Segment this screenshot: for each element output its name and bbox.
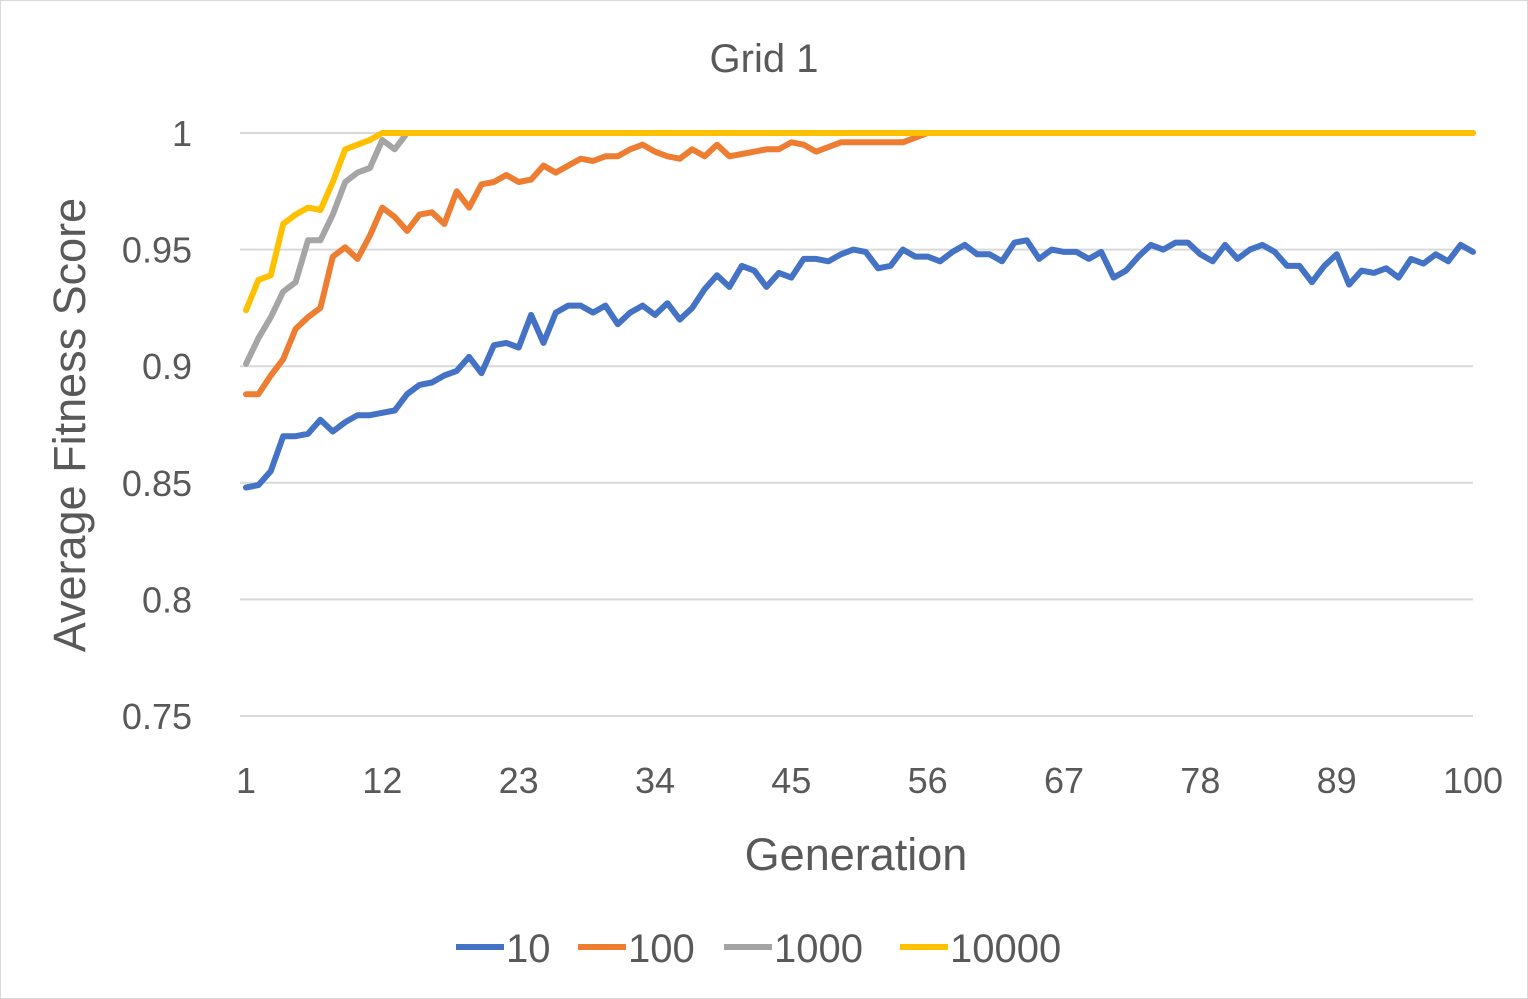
x-tick-label: 67 <box>1044 760 1084 801</box>
x-tick-label: 1 <box>236 760 256 801</box>
x-axis-ticks: 1 12 23 34 45 56 67 78 89 100 <box>236 760 1503 801</box>
x-tick-label: 56 <box>908 760 948 801</box>
x-tick-label: 89 <box>1317 760 1357 801</box>
y-axis-ticks: 0.75 0.8 0.85 0.9 0.95 1 <box>122 113 192 737</box>
legend-label-100: 100 <box>628 927 695 971</box>
x-tick-label: 34 <box>635 760 675 801</box>
y-tick-label: 0.95 <box>122 230 192 271</box>
series-lines <box>243 130 1476 491</box>
legend-label-10000: 10000 <box>950 927 1061 971</box>
y-tick-label: 1 <box>172 113 192 154</box>
gridlines <box>240 132 1473 717</box>
x-tick-label: 45 <box>771 760 811 801</box>
series-line-10000 <box>243 130 1476 314</box>
series-line-10 <box>243 237 1476 491</box>
x-tick-label: 100 <box>1443 760 1503 801</box>
y-axis-title: Average Fitness Score <box>44 198 95 652</box>
legend: 10 100 1000 10000 <box>456 927 1061 971</box>
x-tick-label: 78 <box>1180 760 1220 801</box>
legend-label-10: 10 <box>506 927 551 971</box>
y-tick-label: 0.75 <box>122 696 192 737</box>
y-tick-label: 0.8 <box>142 579 192 620</box>
x-axis-title: Generation <box>745 829 968 880</box>
x-tick-label: 12 <box>362 760 402 801</box>
y-tick-label: 0.9 <box>142 346 192 387</box>
x-tick-label: 23 <box>499 760 539 801</box>
legend-label-1000: 1000 <box>774 927 863 971</box>
y-tick-label: 0.85 <box>122 463 192 504</box>
chart-title: Grid 1 <box>710 37 819 81</box>
